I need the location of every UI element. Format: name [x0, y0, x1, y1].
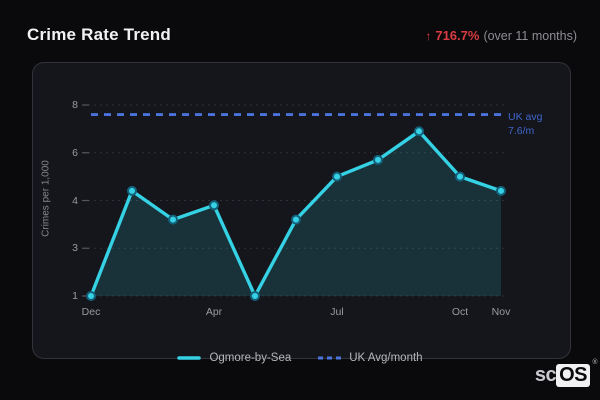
x-tick-label: Nov [491, 306, 511, 318]
data-point[interactable] [86, 291, 96, 301]
y-tick-label: 6 [72, 146, 78, 159]
x-tick-label: Oct [451, 306, 469, 318]
y-tick-label: 4 [72, 194, 78, 207]
data-point[interactable] [291, 214, 301, 225]
data-point[interactable] [496, 185, 506, 196]
y-tick-label: 3 [72, 242, 78, 255]
trend-up-arrow-icon: ↑ [425, 29, 432, 43]
series-area-fill [91, 131, 501, 296]
registered-mark-icon: ® [592, 359, 597, 366]
solid-line-swatch-icon [177, 356, 202, 360]
y-tick-label: 8 [72, 99, 78, 111]
data-point[interactable] [373, 154, 383, 165]
uk-avg-annotation-line1: UK avg [508, 111, 543, 123]
y-tick-label: 1 [72, 290, 78, 302]
scos-logo: sc OS ® [534, 359, 597, 387]
dashed-line-swatch-icon [318, 356, 342, 360]
data-point[interactable] [414, 126, 424, 137]
x-tick-label: Jul [330, 306, 344, 318]
legend-label-uk-avg: UK Avg/month [349, 352, 423, 364]
chart-card [32, 62, 571, 359]
data-point[interactable] [127, 185, 137, 196]
legend-label-ogmore: Ogmore-by-Sea [209, 352, 292, 364]
legend-item-ogmore[interactable]: Ogmore-by-Sea [177, 352, 291, 364]
legend-item-uk-avg[interactable]: UK Avg/month [317, 352, 423, 364]
data-point[interactable] [332, 171, 342, 182]
x-tick-label: Apr [205, 306, 223, 318]
page-title: Crime Rate Trend [27, 25, 171, 44]
trend-caption: (over 11 months) [483, 29, 577, 43]
chart-legend: Ogmore-by-Sea UK Avg/month [0, 352, 600, 364]
data-point[interactable] [168, 214, 178, 225]
x-tick-label: Dec [81, 306, 101, 318]
data-point[interactable] [250, 291, 260, 301]
trend-indicator: ↑ 716.7% (over 11 months) [425, 28, 577, 43]
logo-prefix: sc [534, 364, 557, 386]
trend-value: 716.7% [435, 28, 480, 43]
logo-os-box: OS ® [556, 359, 597, 387]
uk-avg-annotation-line2: 7.6/m [508, 125, 535, 137]
uk-avg-annotation: UK avg 7.6/m [508, 110, 542, 138]
data-point[interactable] [209, 200, 219, 211]
logo-suffix: OS [559, 364, 587, 386]
data-point[interactable] [455, 171, 465, 182]
